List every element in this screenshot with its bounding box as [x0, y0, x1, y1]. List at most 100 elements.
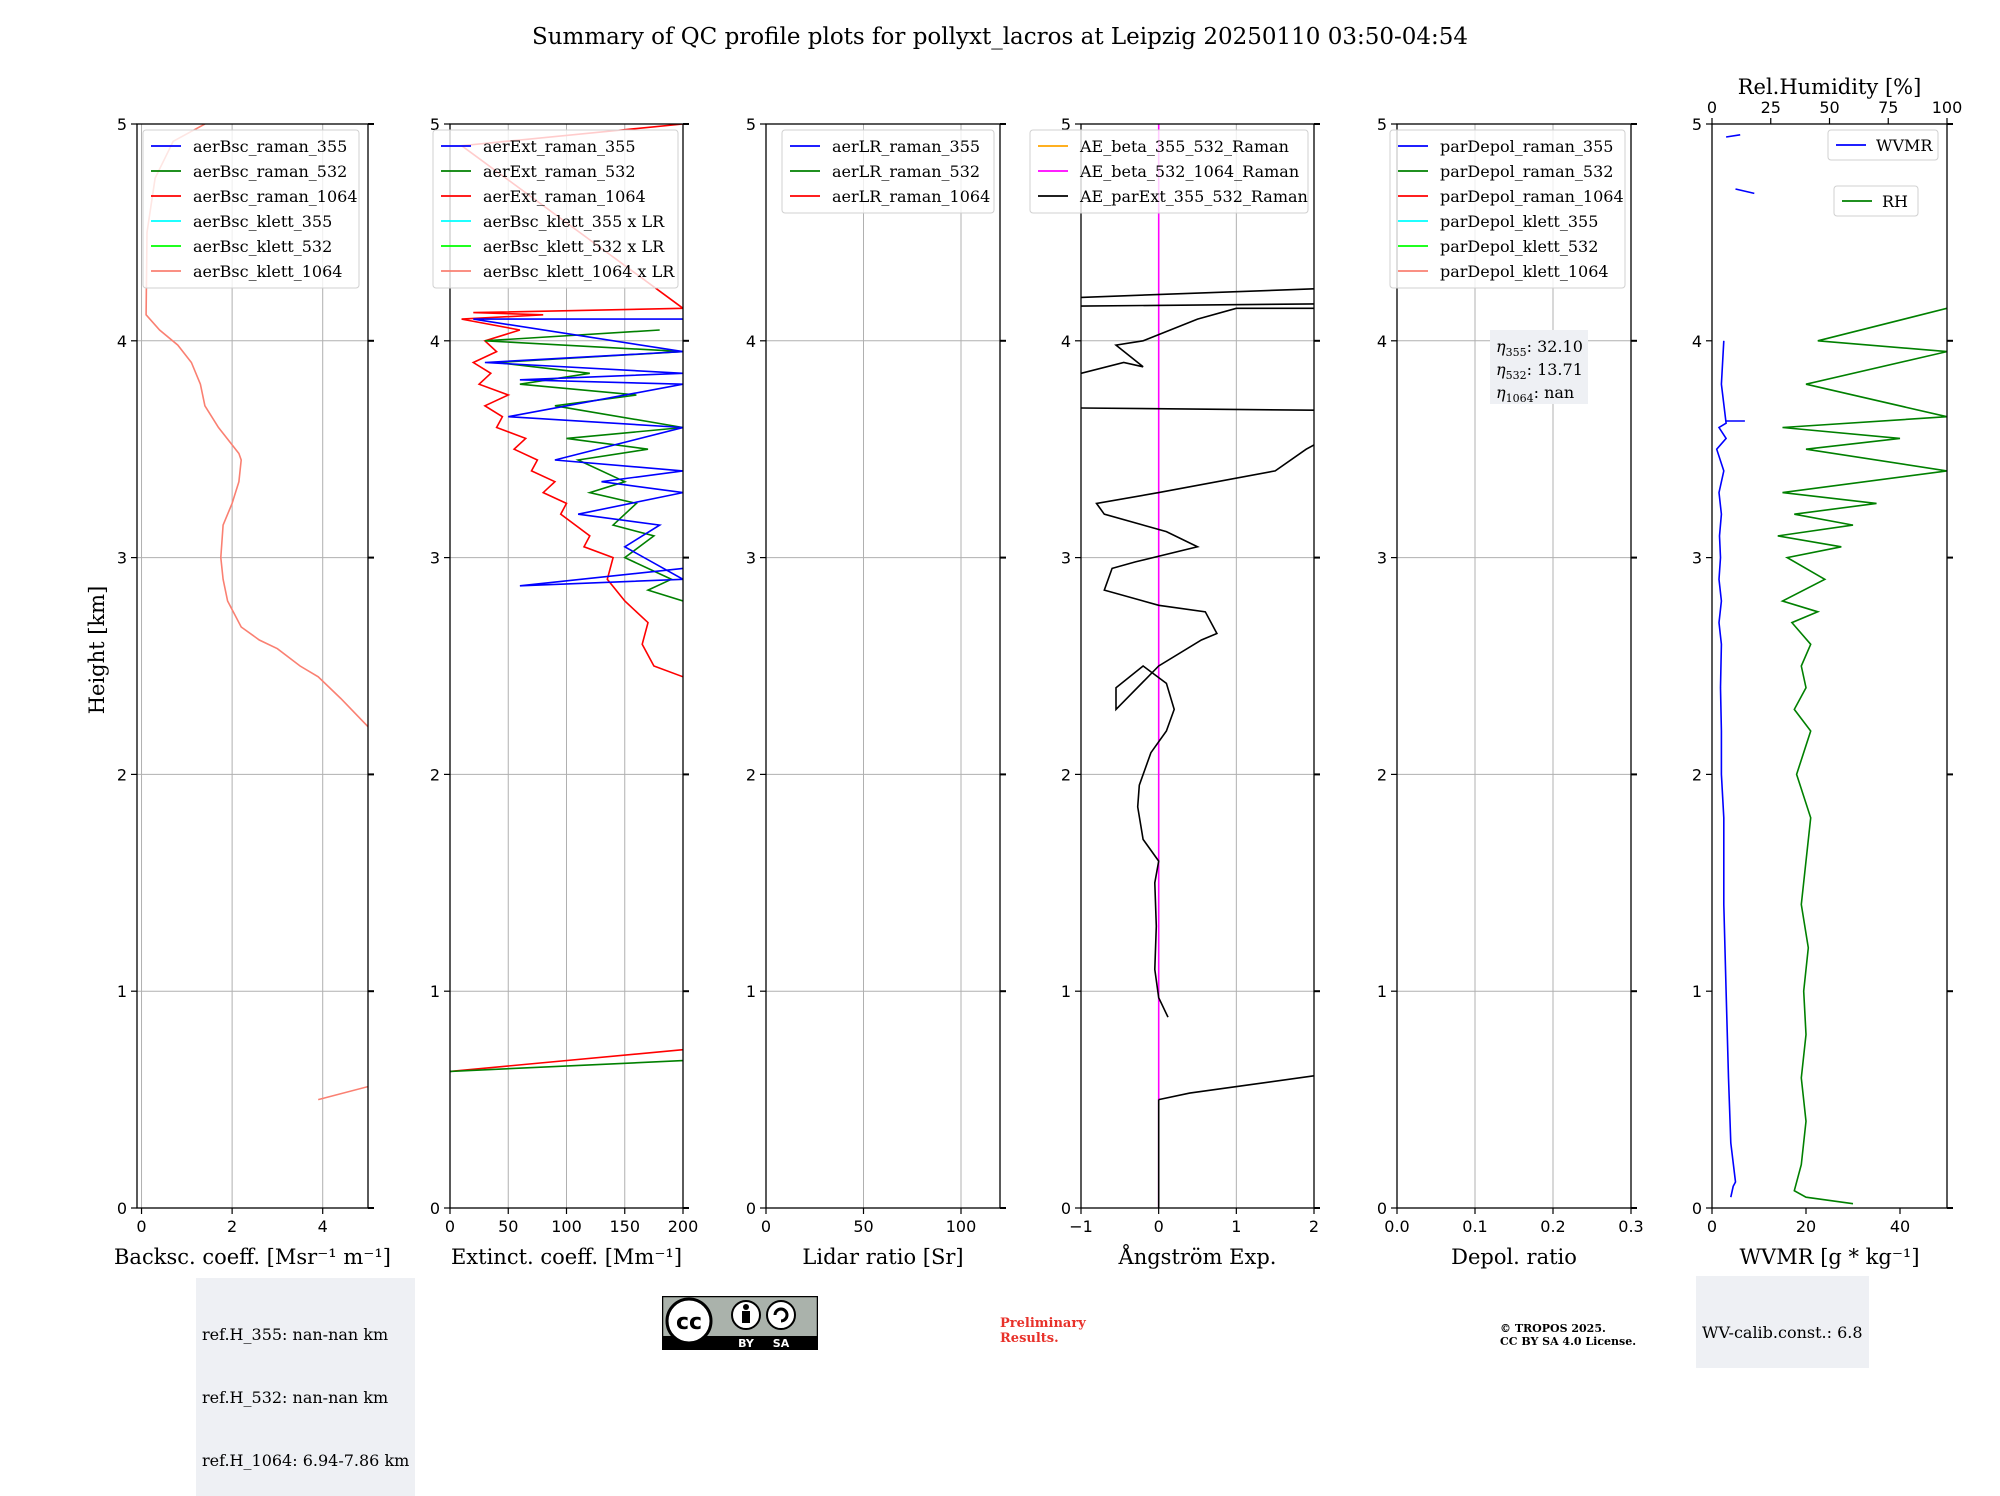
- wvmr-series-group: [1715, 134, 1947, 1205]
- series-line-ae-parext-355-532-raman: [1081, 288, 1314, 299]
- y-tick-label: 1: [1061, 982, 1071, 1001]
- legend-entry: WVMR: [1876, 136, 1933, 155]
- legend-entry: parDepol_raman_355: [1440, 137, 1613, 156]
- y-tick-label: 5: [1692, 115, 1702, 134]
- legend-entry: aerLR_raman_532: [832, 162, 980, 181]
- backscatter-panel: 0 2 4 0 1 2 3 4 5 Backsc. coeff. [Msr⁻¹ m⁻¹] aerBs…: [114, 115, 391, 1269]
- legend-entry: aerBsc_raman_355: [193, 137, 347, 156]
- x-tick-label: 2: [227, 1217, 237, 1236]
- legend-entry: aerExt_raman_355: [483, 137, 636, 156]
- y-tick-label: 5: [430, 115, 440, 134]
- y-tick-label: 0: [117, 1199, 127, 1218]
- x-tick-label: −1: [1069, 1217, 1093, 1236]
- copyright-note: © TROPOS 2025. CC BY SA 4.0 License.: [1500, 1322, 1636, 1348]
- y-tick-label: 5: [1061, 115, 1071, 134]
- depol-panel: 0.0 0.1 0.2 0.3 0 1 2 3 4 5 Depol. ratio parDepol_r…: [1377, 115, 1644, 1269]
- cc-by-label: BY: [738, 1337, 755, 1350]
- series-line-aerbsc-klett-1064: [145, 124, 368, 728]
- x-tick-label: 4: [318, 1217, 328, 1236]
- x-tick-label: 2: [1309, 1217, 1319, 1236]
- y-tick-label: 1: [1377, 982, 1387, 1001]
- preliminary-line-2: Results.: [1000, 1331, 1059, 1346]
- top-x-tick-label: 25: [1761, 98, 1781, 117]
- legend-box: [1389, 129, 1626, 289]
- plot-frame: [1080, 123, 1315, 1209]
- legend-entry: AE_beta_532_1064_Raman: [1079, 162, 1299, 181]
- figure-title: Summary of QC profile plots for pollyxt_…: [532, 24, 1468, 50]
- legend-entry: aerExt_raman_1064: [483, 187, 646, 206]
- legend-box: [781, 129, 995, 214]
- y-tick-label: 3: [1061, 549, 1071, 568]
- y-tick-label: 2: [1377, 765, 1387, 784]
- y-tick-label: 5: [1377, 115, 1387, 134]
- y-tick-label: 4: [1692, 332, 1702, 351]
- eta-1064-value: η1064: nan: [1496, 383, 1574, 405]
- legend-entry: AE_beta_355_532_Raman: [1079, 137, 1289, 156]
- x-axis-label: Depol. ratio: [1451, 1245, 1577, 1269]
- y-tick-label: 1: [1692, 982, 1702, 1001]
- x-tick-label: 0.3: [1618, 1217, 1643, 1236]
- x-tick-label: 20: [1796, 1217, 1816, 1236]
- series-line-aerext-raman-355: [473, 318, 683, 587]
- series-line-aerext-raman-532: [450, 1059, 683, 1073]
- legend-entry: aerBsc_klett_1064: [193, 262, 342, 281]
- x-tick-label: 0.1: [1462, 1217, 1487, 1236]
- x-tick-label: 0.0: [1384, 1217, 1409, 1236]
- y-tick-label: 3: [117, 549, 127, 568]
- series-line-ae-parext-355-532-raman: [1158, 1075, 1314, 1101]
- series-line-ae-parext-355-532-raman: [1081, 307, 1314, 375]
- top-x-axis-label: Rel.Humidity [%]: [1738, 75, 1922, 99]
- legend-entry: parDepol_klett_532: [1440, 237, 1598, 256]
- ref-heights-box: ref.H_355: nan-nan km ref.H_532: nan-nan…: [196, 1278, 416, 1496]
- x-tick-label: 100: [946, 1217, 977, 1236]
- x-axis-label: Lidar ratio [Sr]: [802, 1245, 963, 1269]
- top-x-tick-label: 50: [1819, 98, 1839, 117]
- plot-frame: [1711, 123, 1948, 1209]
- legend-entry: aerBsc_klett_1064 x LR: [483, 262, 675, 281]
- x-tick-label: 0: [1707, 1217, 1717, 1236]
- legend-box: [142, 129, 360, 289]
- legend-entry: parDepol_klett_1064: [1440, 262, 1609, 281]
- y-tick-label: 1: [430, 982, 440, 1001]
- y-tick-label: 3: [746, 549, 756, 568]
- legend-box: [1833, 185, 1919, 217]
- series-line-ae-parext-355-532-raman: [1081, 407, 1314, 411]
- copyright-line-1: © TROPOS 2025.: [1500, 1322, 1606, 1335]
- legend-entry: aerBsc_klett_355: [193, 212, 332, 231]
- legend-box: [1029, 129, 1309, 214]
- y-tick-label: 5: [117, 115, 127, 134]
- legend-entry: aerExt_raman_532: [483, 162, 636, 181]
- series-line-rh: [1777, 307, 1947, 1205]
- x-tick-label: 50: [853, 1217, 873, 1236]
- plot-frame: [765, 123, 1001, 1209]
- ref-height-355: ref.H_355: nan-nan km: [202, 1325, 389, 1344]
- legend-box: [1827, 129, 1939, 161]
- y-tick-label: 2: [430, 765, 440, 784]
- series-line-aerext-raman-1064: [450, 1048, 683, 1073]
- y-tick-label: 0: [1061, 1199, 1071, 1218]
- wv-calib-text: WV-calib.const.: 6.8: [1702, 1323, 1863, 1342]
- top-x-tick-label: 0: [1707, 98, 1717, 117]
- y-tick-label: 0: [1692, 1199, 1702, 1218]
- y-tick-label: 2: [117, 765, 127, 784]
- y-axis-label: Height [km]: [85, 586, 109, 715]
- top-x-tick-label: 100: [1932, 98, 1963, 117]
- legend-entry: aerBsc_klett_532 x LR: [483, 237, 665, 256]
- legend-entry: aerLR_raman_355: [832, 137, 980, 156]
- y-tick-label: 2: [746, 765, 756, 784]
- series-line-wvmr: [1715, 340, 1737, 1198]
- legend-entry: parDepol_raman_1064: [1440, 187, 1624, 206]
- y-tick-label: 4: [746, 332, 756, 351]
- x-tick-label: 0: [1154, 1217, 1164, 1236]
- plot-frame: [1396, 123, 1632, 1209]
- y-tick-label: 4: [1377, 332, 1387, 351]
- y-tick-label: 3: [430, 549, 440, 568]
- legend-entry: parDepol_raman_532: [1440, 162, 1613, 181]
- extinction-series-group: [450, 124, 683, 1073]
- y-tick-label: 2: [1061, 765, 1071, 784]
- y-tick-label: 2: [1692, 765, 1702, 784]
- legend-entry: aerBsc_klett_532: [193, 237, 332, 256]
- x-tick-label: 1: [1231, 1217, 1241, 1236]
- series-line-ae-parext-355-532-raman: [1095, 444, 1314, 1018]
